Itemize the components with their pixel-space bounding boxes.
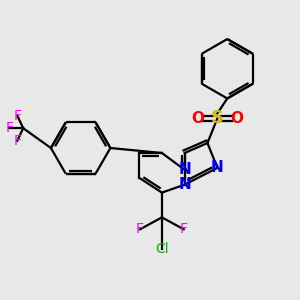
Text: O: O [191, 111, 204, 126]
Text: O: O [231, 111, 244, 126]
Text: F: F [13, 134, 21, 148]
Text: F: F [13, 109, 21, 123]
Text: F: F [136, 222, 144, 236]
Text: N: N [178, 162, 191, 177]
Text: N: N [211, 160, 224, 175]
Text: S: S [211, 109, 224, 127]
Text: F: F [180, 222, 188, 236]
Text: Cl: Cl [155, 242, 169, 256]
Text: N: N [178, 177, 191, 192]
Text: F: F [5, 121, 13, 135]
